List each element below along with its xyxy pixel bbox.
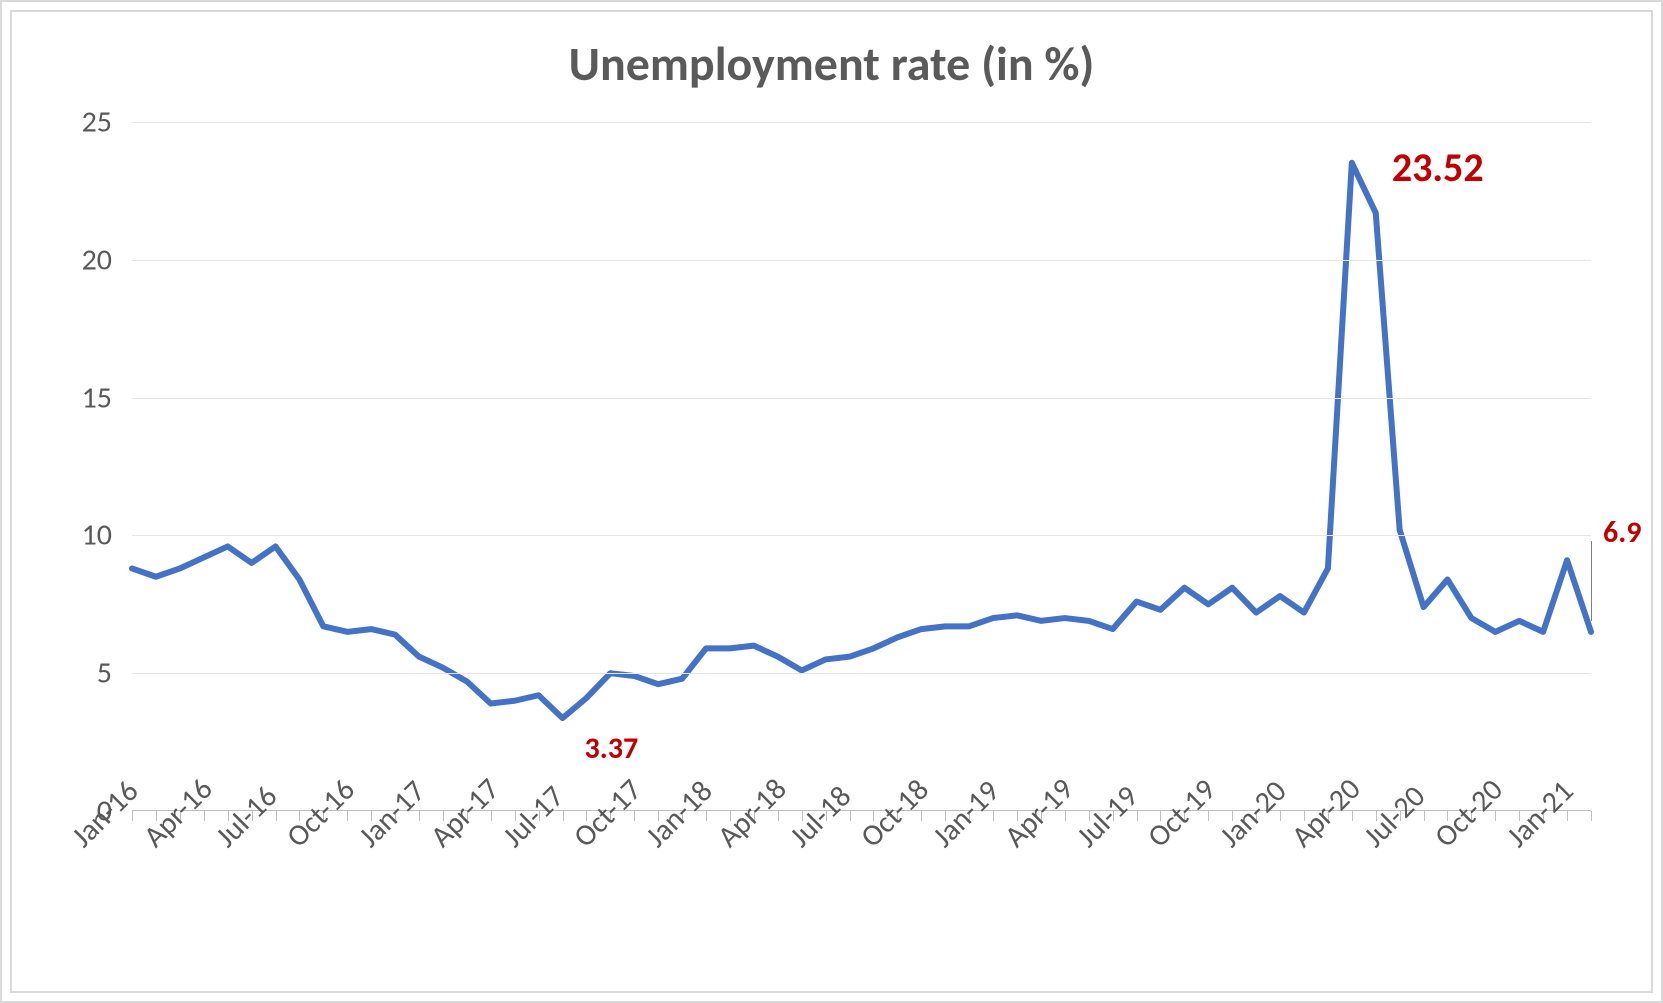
unemployment-line (132, 163, 1591, 718)
y-tick-label: 25 (82, 104, 132, 141)
y-tick-label: 20 (82, 241, 132, 278)
gridline (132, 535, 1591, 536)
data-label: 6.9 (1603, 514, 1641, 551)
chart-inner: Unemployment rate (in %) 0510152025Jan-1… (10, 10, 1653, 993)
plot-area: 0510152025Jan-16Apr-16Jul-16Oct-16Jan-17… (132, 122, 1591, 811)
y-tick-label: 5 (97, 655, 132, 692)
chart-title: Unemployment rate (in %) (12, 34, 1651, 93)
x-tick (1591, 811, 1592, 821)
gridline (132, 398, 1591, 399)
y-tick-label: 15 (82, 379, 132, 416)
line-series (132, 122, 1591, 811)
data-label: 3.37 (585, 730, 639, 767)
leader-line (1591, 541, 1592, 621)
data-label: 23.52 (1392, 143, 1484, 192)
plot-wrap: 0510152025Jan-16Apr-16Jul-16Oct-16Jan-17… (62, 122, 1611, 851)
gridline (132, 122, 1591, 123)
gridline (132, 260, 1591, 261)
y-tick-label: 10 (82, 517, 132, 554)
gridline (132, 673, 1591, 674)
chart-container: Unemployment rate (in %) 0510152025Jan-1… (0, 0, 1663, 1003)
